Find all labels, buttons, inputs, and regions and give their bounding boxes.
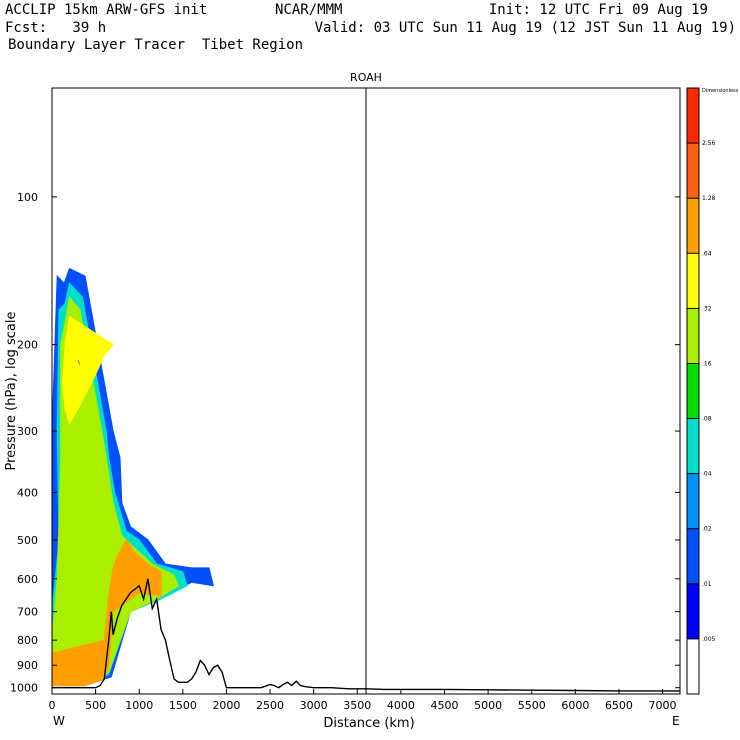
colorbar-segment: [687, 583, 699, 639]
colorbar-segment: [687, 198, 699, 254]
colorbar-level-label: .16: [702, 361, 712, 368]
colorbar-segment: [687, 418, 699, 474]
y-tick-label: 500: [17, 534, 38, 547]
west-label: W: [53, 714, 65, 728]
y-tick-label: 200: [17, 339, 38, 352]
product-label: Boundary Layer Tracer Tibet Region: [8, 37, 304, 53]
y-tick-label: 1000: [10, 682, 38, 695]
x-tick-label: 1500: [169, 699, 197, 712]
x-tick-label: 6500: [605, 699, 633, 712]
colorbar-level-label: .08: [702, 416, 712, 423]
x-tick-label: 1000: [125, 699, 153, 712]
y-tick-label: 400: [17, 486, 38, 499]
colorbar-segment: [687, 253, 699, 309]
colorbar-segment: [687, 528, 699, 584]
colorbar: .005 .01 .02 .04 .08 .16 .32 .64 1.28 2.56 Dimensi…: [686, 87, 739, 695]
colorbar-segment: [687, 143, 699, 199]
tracer-region-3: [61, 315, 114, 426]
colorbar-units-label: Dimensionless: [702, 88, 739, 94]
y-tick-label: 900: [17, 659, 38, 672]
colorbar-segment: [687, 638, 699, 694]
y-axis: 100 200 300 400 500 600 700 800 900 1000: [10, 191, 680, 695]
x-tick-label: 3500: [343, 699, 371, 712]
colorbar-segment: [687, 88, 699, 144]
x-tick-label: 6000: [561, 699, 589, 712]
east-label: E: [672, 714, 680, 728]
y-tick-label: 300: [17, 425, 38, 438]
tracer-field: [52, 267, 215, 687]
org-label: NCAR/MMM: [275, 2, 343, 18]
y-tick-label: 100: [17, 191, 38, 204]
y-tick-label: 800: [17, 634, 38, 647]
x-tick-label: 4500: [431, 699, 459, 712]
colorbar-level-label: .64: [702, 250, 712, 257]
terrain-profile: [52, 578, 680, 692]
x-tick-label: 4000: [387, 699, 415, 712]
x-tick-label: 2000: [212, 699, 240, 712]
chart-title: ROAH: [350, 71, 382, 84]
colorbar-level-label: .02: [702, 526, 712, 533]
y-axis-label: Pressure (hPa), log scale: [4, 312, 19, 471]
x-tick-label: 5500: [518, 699, 546, 712]
x-axis-label: Distance (km): [323, 716, 414, 731]
tracer-region-4: [52, 538, 162, 687]
colorbar-level-label: .005: [702, 636, 716, 643]
y-tick-label: 700: [17, 606, 38, 619]
x-tick-label: 5000: [474, 699, 502, 712]
x-tick-label: 3000: [300, 699, 328, 712]
x-tick-label: 0: [49, 699, 56, 712]
tracer-region-5: [77, 359, 81, 366]
model-label: ACCLIP 15km ARW-GFS init: [5, 2, 208, 18]
plot-frame: [51, 87, 681, 695]
colorbar-segment: [687, 308, 699, 364]
colorbar-segment: [687, 363, 699, 419]
valid-label: Valid: 03 UTC Sun 11 Aug 19 (12 JST Sun …: [314, 20, 736, 36]
colorbar-segment: [687, 473, 699, 529]
colorbar-level-label: 1.28: [702, 195, 716, 202]
x-tick-label: 2500: [256, 699, 284, 712]
y-tick-label: 600: [17, 573, 38, 586]
colorbar-frame: [686, 87, 700, 695]
x-axis: 0 500 1000 1500 2000 2500 3000 3500 4000 4500 5000…: [49, 689, 677, 712]
colorbar-level-label: .04: [702, 471, 712, 478]
x-tick-label: 7000: [649, 699, 677, 712]
colorbar-level-label: .32: [702, 305, 712, 312]
fcst-label: Fcst: 39 h: [5, 20, 107, 36]
init-label: Init: 12 UTC Fri 09 Aug 19: [488, 2, 708, 18]
x-tick-label: 500: [85, 699, 106, 712]
colorbar-level-label: 2.56: [702, 140, 716, 147]
colorbar-level-label: .01: [702, 581, 712, 588]
